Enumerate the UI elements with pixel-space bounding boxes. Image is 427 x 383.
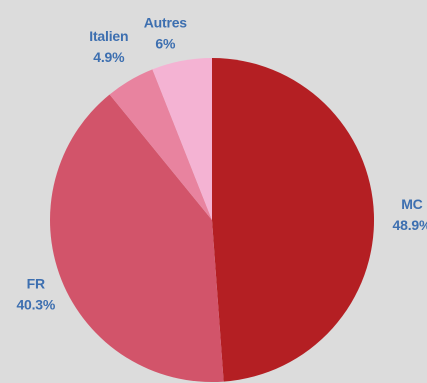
slice-name-mc: MC bbox=[401, 196, 422, 212]
slice-label-autres: Autres 6% bbox=[144, 15, 188, 52]
pie-slice-autres bbox=[152, 58, 212, 220]
slice-name-italien: Italien bbox=[89, 28, 128, 44]
slice-name-autres: Autres bbox=[144, 15, 188, 31]
slice-label-italien: Italien 4.9% bbox=[89, 28, 128, 65]
pie-slice-fr bbox=[49, 94, 224, 383]
slice-percent-fr: 40.3% bbox=[16, 296, 55, 312]
slice-label-fr: FR 40.3% bbox=[16, 275, 55, 312]
slices-layer bbox=[49, 58, 375, 383]
slice-percent-italien: 4.9% bbox=[93, 49, 125, 65]
labels-layer: MC 48.9% FR 40.3% Italien 4.9% Autres 6% bbox=[16, 15, 427, 313]
slice-percent-mc: 48.9% bbox=[393, 217, 427, 233]
pie-slice-italien bbox=[109, 69, 212, 220]
slice-label-mc: MC 48.9% bbox=[393, 196, 427, 233]
pie-slice-mc bbox=[212, 58, 375, 382]
slice-name-fr: FR bbox=[27, 275, 45, 291]
slice-percent-autres: 6% bbox=[155, 36, 176, 52]
